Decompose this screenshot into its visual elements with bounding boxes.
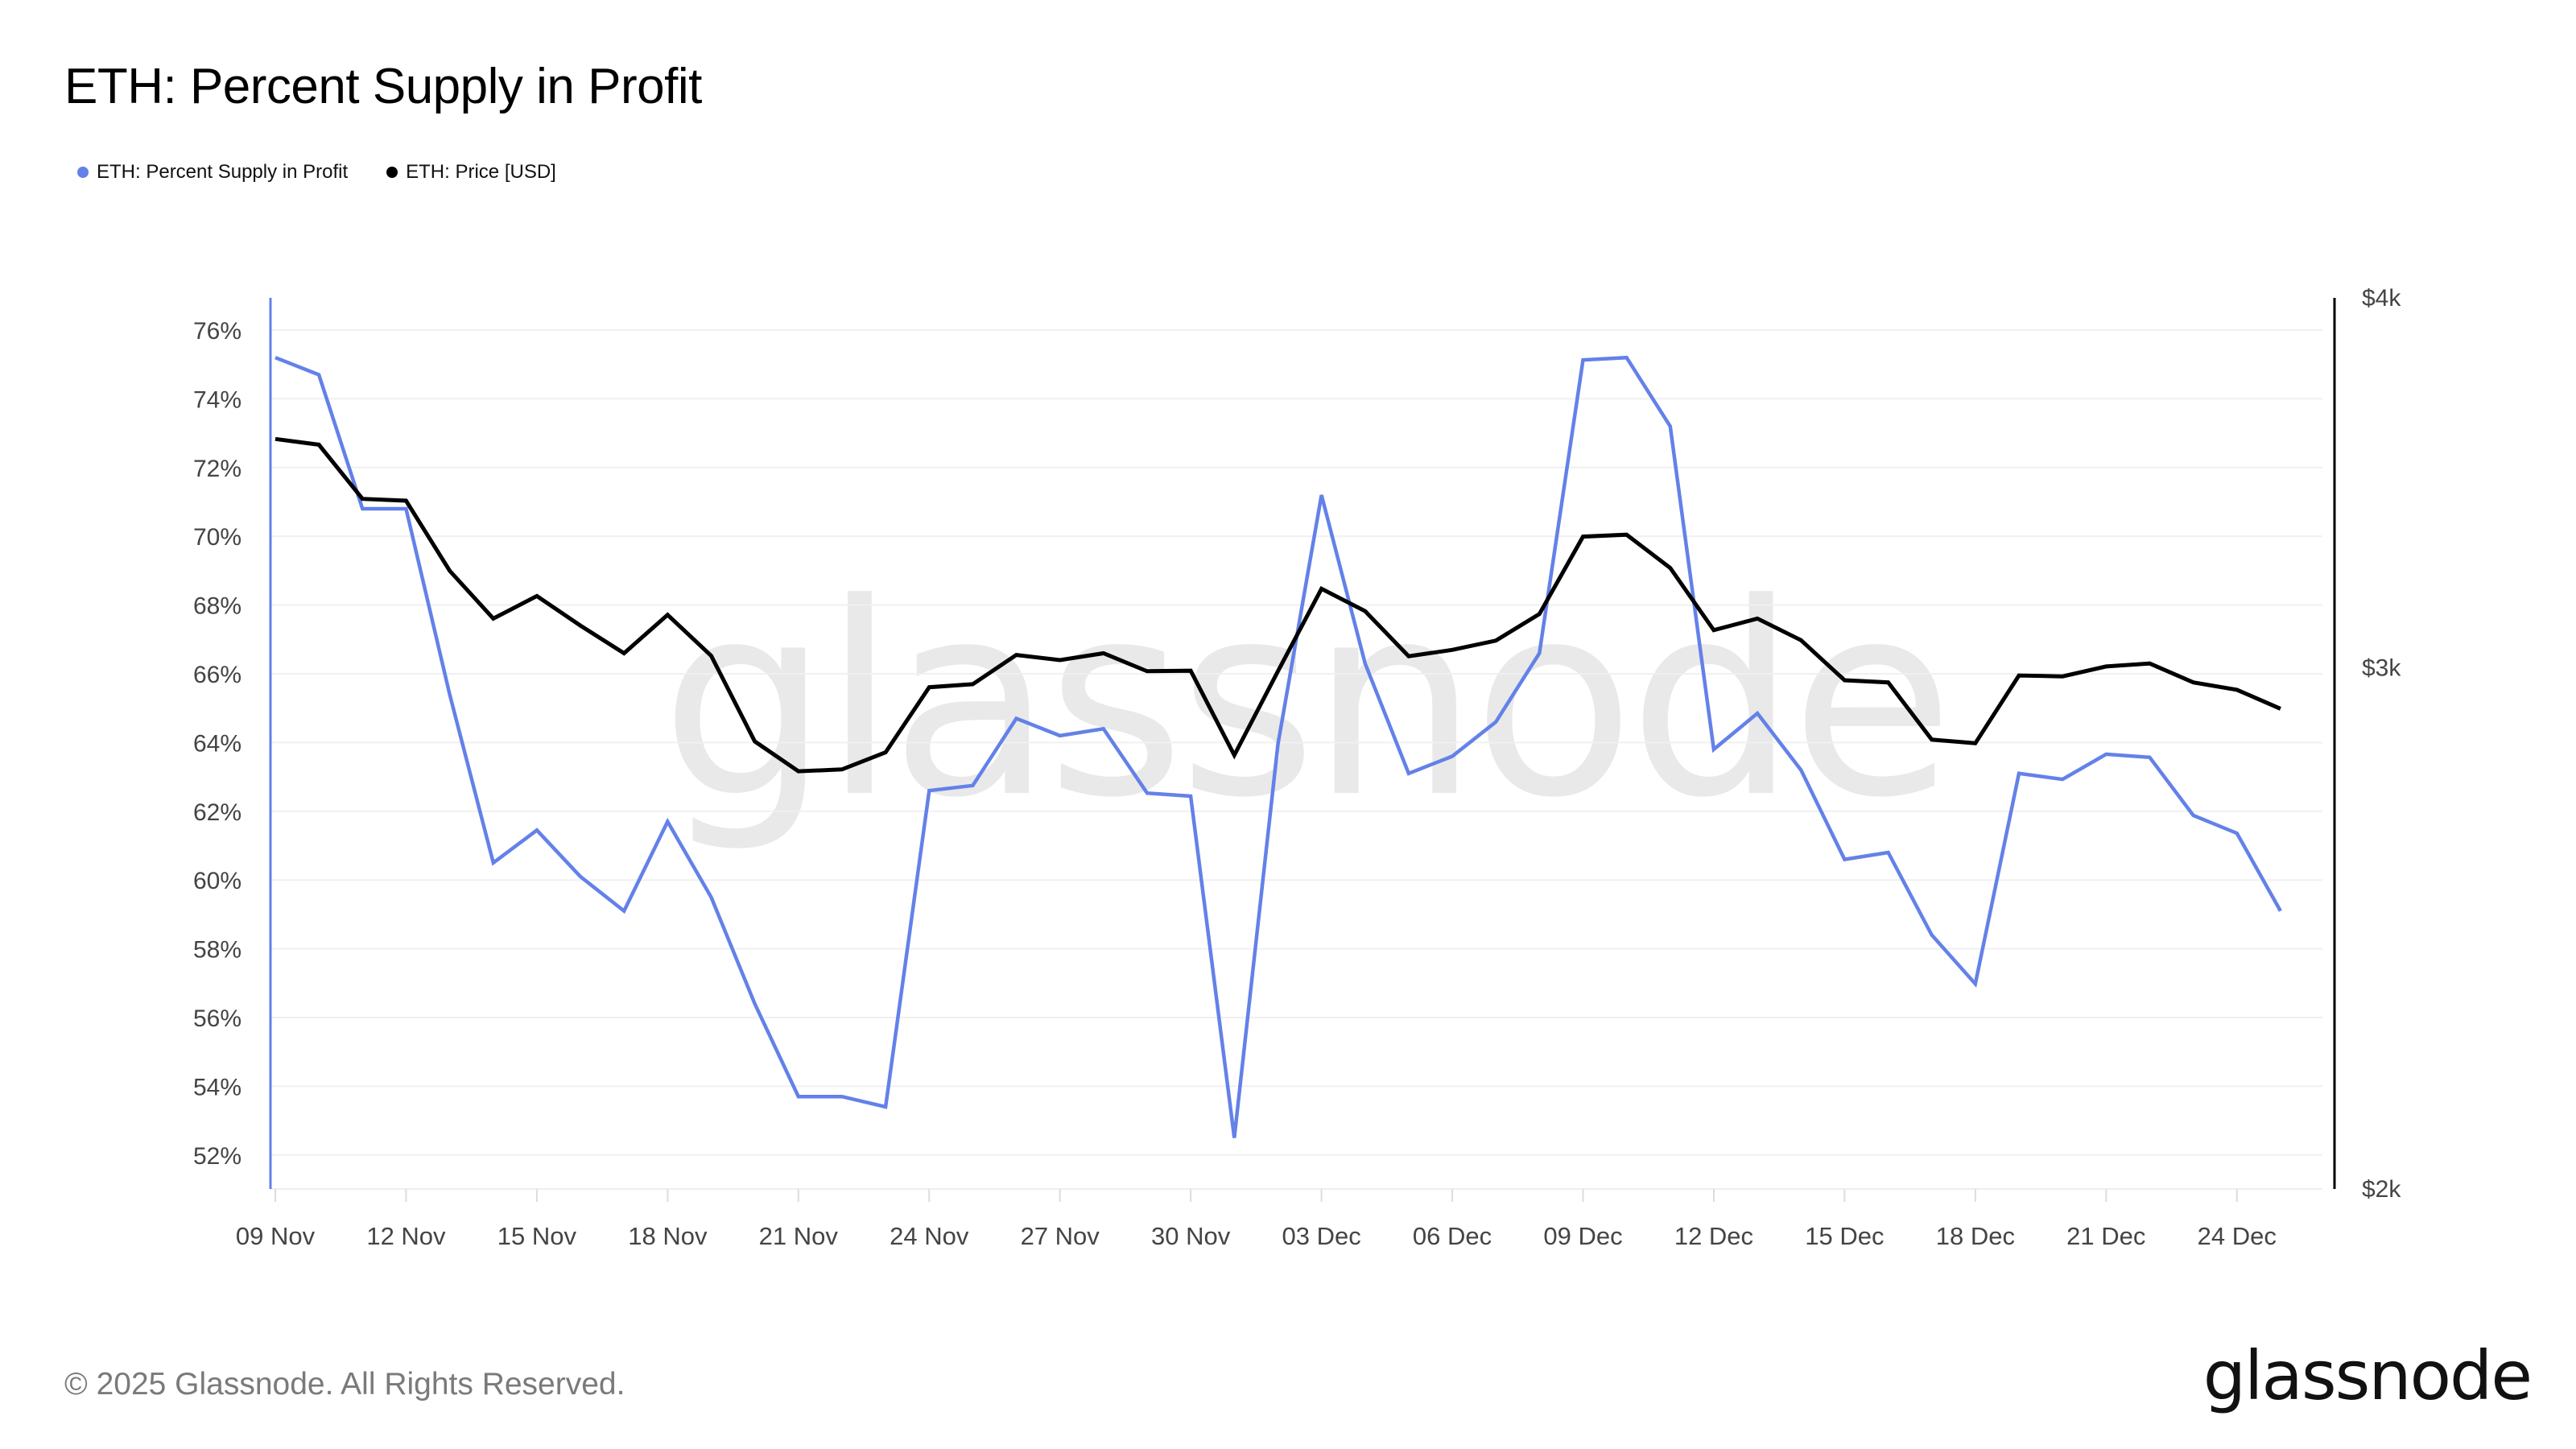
series-lines: [275, 355, 2282, 1138]
y-left-tick-label: 66%: [193, 662, 242, 688]
x-tick-label: 30 Nov: [1151, 1222, 1231, 1250]
legend-item-price[interactable]: ETH: Price [USD]: [386, 161, 556, 184]
x-tick-label: 06 Dec: [1413, 1222, 1492, 1250]
chart-title: ETH: Percent Supply in Profit: [64, 59, 702, 114]
gridlines: [270, 329, 2322, 1190]
legend-dot-black-icon: [386, 167, 398, 178]
y-left-tick-label: 72%: [193, 456, 242, 482]
legend-dot-blue-icon: [77, 167, 89, 178]
y-axis-right: $2k $3k $4k: [2333, 285, 2401, 1203]
legend-item-supply-in-profit[interactable]: ETH: Percent Supply in Profit: [77, 161, 348, 184]
x-tick-label: 21 Nov: [759, 1222, 839, 1250]
x-tick-label: 03 Dec: [1282, 1222, 1360, 1250]
x-tick-label: 24 Dec: [2198, 1222, 2277, 1250]
series-line-supply-in-profit: [275, 355, 2282, 1138]
x-tick-label: 09 Dec: [1543, 1222, 1622, 1250]
legend-label: ETH: Percent Supply in Profit: [97, 161, 349, 183]
y-left-tick-label: 64%: [193, 730, 242, 757]
copyright-text: © 2025 Glassnode. All Rights Reserved.: [64, 1367, 625, 1402]
y-left-tick-label: 52%: [193, 1143, 242, 1170]
legend: ETH: Percent Supply in Profit ETH: Price…: [77, 161, 556, 184]
y-left-tick-label: 56%: [193, 1005, 242, 1032]
y-left-tick-label: 70%: [193, 524, 242, 551]
glassnode-logo: glassnode: [2202, 1336, 2533, 1415]
y-left-tick-label: 76%: [193, 318, 242, 345]
watermark: glassnode: [661, 547, 1948, 856]
x-tick-label: 15 Dec: [1805, 1222, 1884, 1250]
y-left-tick-label: 74%: [193, 386, 242, 413]
legend-label: ETH: Price [USD]: [406, 161, 556, 183]
x-tick-label: 24 Nov: [890, 1222, 969, 1250]
x-tick-label: 21 Dec: [2066, 1222, 2145, 1250]
y-right-tick-label: $3k: [2362, 654, 2401, 681]
y-left-tick-label: 58%: [193, 937, 242, 964]
y-axis-left: 52% 54% 56% 58% 60% 62% 64% 66% 68% 70% 72% 74% 76%: [193, 298, 272, 1189]
x-tick-label: 27 Nov: [1021, 1222, 1100, 1250]
x-tick-label: 15 Nov: [497, 1222, 577, 1250]
y-right-tick-label: $2k: [2362, 1176, 2401, 1203]
y-left-tick-label: 54%: [193, 1074, 242, 1100]
x-tick-label: 09 Nov: [236, 1222, 316, 1250]
x-tick-label: 18 Dec: [1936, 1222, 2015, 1250]
x-tick-label: 12 Nov: [366, 1222, 446, 1250]
y-left-tick-label: 60%: [193, 868, 242, 894]
x-tick-label: 12 Dec: [1674, 1222, 1753, 1250]
x-tick-label: 18 Nov: [628, 1222, 708, 1250]
y-right-tick-label: $4k: [2362, 285, 2401, 312]
x-axis: 09 Nov 12 Nov 15 Nov 18 Nov 21 Nov 24 Nov 27 N…: [236, 1189, 2277, 1250]
y-left-tick-label: 68%: [193, 593, 242, 620]
y-left-tick-label: 62%: [193, 799, 242, 826]
